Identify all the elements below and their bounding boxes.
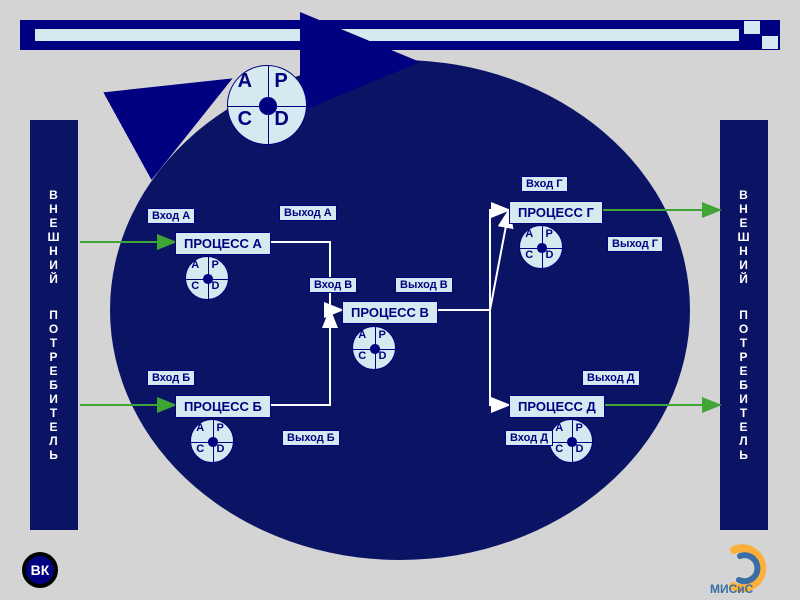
pdca-quadrant-C: C [358, 350, 366, 362]
pdca-quadrant-D: D [217, 443, 225, 455]
pdca-quadrant-A: A [525, 228, 533, 240]
pdca-quadrant-P: P [217, 422, 224, 434]
pdca-wheel-A: A P C D [185, 256, 229, 300]
io-label: Вход В [309, 277, 357, 293]
pdca-quadrant-C: C [191, 280, 199, 292]
misis-logo: МИСиС [708, 544, 788, 592]
flow-arrows [0, 0, 800, 600]
io-label: Вход Д [505, 430, 553, 446]
pdca-wheel-Д: A P C D [549, 419, 593, 463]
process-box-В: ПРОЦЕСС В [342, 301, 438, 324]
pdca-wheel-Г: A P C D [519, 225, 563, 269]
io-label: Вход Б [147, 370, 195, 386]
pdca-quadrant-D: D [212, 280, 220, 292]
process-box-Г: ПРОЦЕСС Г [509, 201, 603, 224]
pdca-quadrant-A: A [196, 422, 204, 434]
pdca-quadrant-A: A [555, 422, 563, 434]
misis-text: МИСиС [710, 582, 753, 596]
io-label: Выход Д [582, 370, 640, 386]
bk-label: ВК [31, 562, 50, 578]
pdca-quadrant-P: P [379, 329, 386, 341]
pdca-quadrant-P: P [212, 259, 219, 271]
pdca-quadrant-P: P [546, 228, 553, 240]
pdca-quadrant-D: D [379, 350, 387, 362]
pdca-quadrant-D: D [576, 443, 584, 455]
pdca-quadrant-A: A [191, 259, 199, 271]
process-box-Б: ПРОЦЕСС Б [175, 395, 271, 418]
pdca-wheel-В: A P C D [352, 326, 396, 370]
io-label: Выход В [395, 277, 453, 293]
pdca-quadrant-C: C [555, 443, 563, 455]
pdca-quadrant-A: A [358, 329, 366, 341]
pdca-quadrant-P: P [576, 422, 583, 434]
pdca-quadrant-D: D [546, 249, 554, 261]
io-label: Выход Б [282, 430, 340, 446]
process-box-Д: ПРОЦЕСС Д [509, 395, 605, 418]
io-label: Вход Г [521, 176, 568, 192]
pdca-quadrant-C: C [525, 249, 533, 261]
pdca-wheel-Б: A P C D [190, 419, 234, 463]
io-label: Выход Г [607, 236, 663, 252]
process-box-A: ПРОЦЕСС А [175, 232, 271, 255]
pdca-quadrant-C: C [196, 443, 204, 455]
io-label: Вход А [147, 208, 195, 224]
io-label: Выход А [279, 205, 337, 221]
bk-badge: ВК [22, 552, 58, 588]
